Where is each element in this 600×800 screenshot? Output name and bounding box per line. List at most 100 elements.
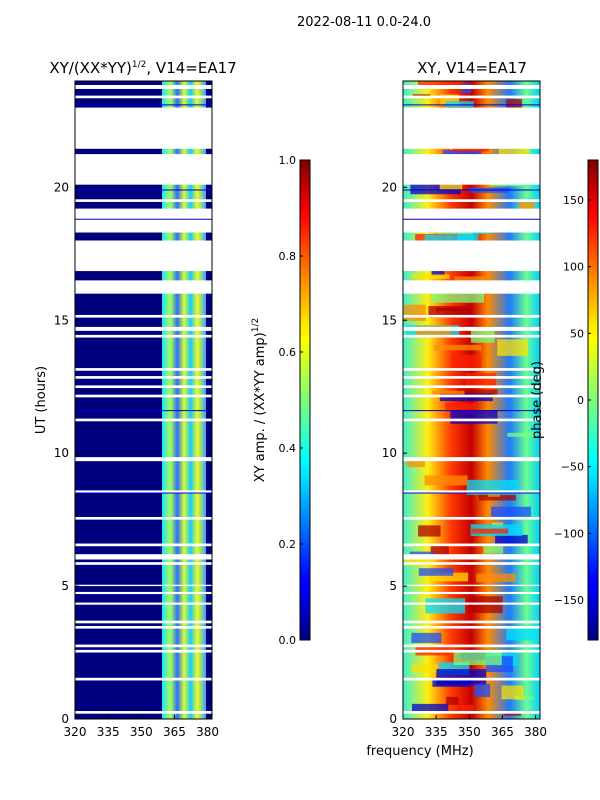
right-flagged-row: [403, 280, 540, 294]
right-x-ticks: 320 335 350 365 380: [392, 715, 547, 739]
left-colorbar: 0.0 0.2 0.4 0.6 0.8 1.0: [279, 154, 311, 647]
left-y-axis-label: UT (hours): [34, 366, 49, 434]
left-colorbar-gradient: [299, 159, 311, 641]
left-flagged-row: [75, 584, 212, 587]
left-flagged-row: [75, 199, 212, 202]
right-phase-patch: [445, 101, 474, 108]
right-flagged-row: [403, 554, 540, 560]
right-phase-patch: [430, 544, 449, 557]
right-x-tick-label: 365: [491, 725, 514, 739]
x-axis-label: frequency (MHz): [366, 744, 473, 759]
left-x-tick-label: 380: [196, 725, 219, 739]
right-phase-patch: [483, 545, 504, 554]
left-y-tick-label: 10: [54, 446, 69, 460]
right-x-tick-label: 335: [425, 725, 448, 739]
right-flagged-row: [403, 84, 540, 89]
right-flagged-row: [403, 418, 540, 422]
right-colorbar-tick-label: 0: [577, 394, 584, 407]
right-flagged-row: [403, 107, 540, 149]
left-colorbar-tick-label: 0.6: [279, 346, 297, 359]
left-y-tick-label: 20: [54, 180, 69, 194]
left-flagged-row: [75, 591, 212, 595]
right-phase-patch: [519, 199, 535, 210]
right-colorbar-tick-label: 150: [563, 194, 584, 207]
right-flagged-row: [403, 490, 540, 494]
right-flagged-row: [403, 591, 540, 595]
figure-title: 2022-08-11 0.0-24.0: [297, 15, 431, 30]
left-flagged-row: [75, 490, 212, 494]
right-flagged-row: [403, 95, 540, 99]
right-colorbar-tick-label: −150: [554, 594, 584, 607]
left-x-tick-label: 335: [97, 725, 120, 739]
right-phase-patch: [442, 150, 481, 155]
left-axes-frame: [74, 80, 213, 720]
right-phase-patch: [450, 410, 498, 424]
right-phase-patch: [428, 306, 471, 318]
right-phase-patch: [431, 267, 445, 276]
right-flagged-row: [403, 620, 540, 624]
right-y-tick-label: 10: [382, 446, 397, 460]
right-y-tick-label: 0: [389, 712, 397, 726]
right-phase-patch: [403, 556, 436, 566]
left-flagged-row: [75, 368, 212, 371]
right-flagged-row: [403, 562, 540, 565]
right-colorbar-label: phase (deg): [530, 361, 545, 439]
left-flagged-row: [75, 649, 212, 653]
right-flagged-row: [403, 326, 540, 331]
left-flagged-rows: [75, 84, 212, 714]
right-flagged-row: [403, 208, 540, 233]
right-phase-patch: [476, 573, 516, 583]
right-heatmap-panel: 320 335 350 365 380 0 5 10 15 20: [382, 80, 547, 739]
right-flagged-row: [403, 368, 540, 371]
left-flagged-row: [75, 280, 212, 294]
right-flagged-row: [403, 240, 540, 272]
right-phase-patch: [495, 534, 528, 545]
right-flagged-row: [403, 334, 540, 338]
right-phase-patch: [406, 459, 425, 467]
left-flagged-row: [75, 620, 212, 624]
left-y-tick-label: 15: [54, 313, 69, 327]
right-flagged-row: [403, 602, 540, 605]
left-colorbar-tick-label: 0.2: [279, 538, 297, 551]
right-phase-patch: [501, 685, 524, 700]
right-phase-patch: [451, 354, 482, 370]
right-phase-patch: [430, 291, 485, 303]
right-phase-patch: [432, 678, 471, 687]
right-phase-patch: [418, 568, 454, 576]
right-flagged-row: [403, 625, 540, 629]
right-flagged-row: [403, 457, 540, 462]
right-colorbar-tick-label: 50: [570, 327, 584, 340]
right-panel-title: XY, V14=EA17: [417, 59, 527, 77]
right-x-tick-label: 320: [392, 725, 415, 739]
left-flagged-row: [75, 95, 212, 99]
right-phase-patch: [446, 696, 459, 705]
right-phase-patch: [457, 389, 498, 395]
right-flagged-row: [403, 644, 540, 648]
right-phase-patch: [433, 344, 482, 351]
right-phase-patch: [506, 627, 536, 641]
right-phase-patch: [411, 632, 442, 643]
left-y-ticks: 0 5 10 15 20: [54, 180, 79, 726]
left-flagged-row: [75, 240, 212, 272]
right-flagged-row: [403, 543, 540, 547]
right-phase-patch: [491, 506, 531, 517]
left-flagged-row: [75, 418, 212, 422]
right-colorbar-tick-label: 100: [563, 261, 584, 274]
left-x-tick-label: 365: [163, 725, 186, 739]
right-phase-patch: [471, 528, 509, 534]
left-flagged-row: [75, 326, 212, 331]
right-phase-patch: [411, 664, 438, 673]
left-colorbar-tick-label: 1.0: [279, 154, 297, 167]
left-flagged-row: [75, 554, 212, 560]
right-y-ticks: 0 5 10 15 20: [382, 180, 407, 726]
left-flagged-row: [75, 154, 212, 185]
left-flagged-row: [75, 711, 212, 714]
right-y-tick-label: 5: [389, 579, 397, 593]
right-phase-patch: [425, 598, 466, 614]
left-y-tick-label: 0: [61, 712, 69, 726]
right-flagged-rows: [403, 84, 540, 714]
right-colorbar-ticks: −150 −100 −50 0 50 100 150: [554, 194, 591, 607]
right-phase-patch: [497, 339, 528, 356]
right-flagged-row: [403, 711, 540, 714]
left-flagged-row: [75, 677, 212, 681]
